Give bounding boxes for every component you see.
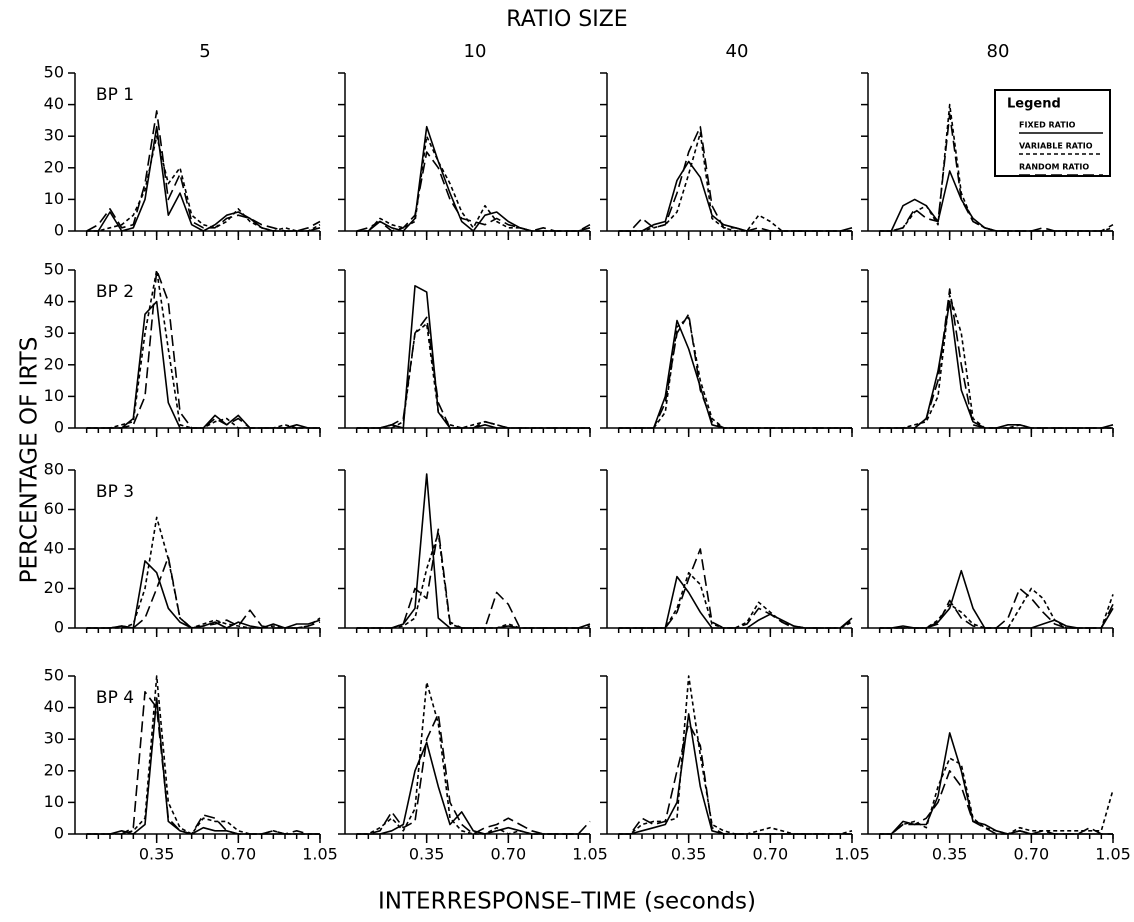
series-line [86, 556, 321, 629]
series-line [86, 269, 320, 429]
y-tick-label: 40 [44, 539, 64, 558]
x-tick-label: 0.35 [671, 845, 707, 864]
series-line [618, 575, 853, 629]
series-line [356, 532, 590, 629]
series-line [356, 135, 590, 232]
series-line [356, 473, 591, 629]
series-line [356, 285, 590, 429]
series-line [356, 125, 591, 232]
series-line [879, 757, 1114, 835]
x-tick-label: 0.70 [1014, 845, 1050, 864]
series-line [86, 691, 320, 835]
series-line [86, 135, 321, 232]
y-tick-label: 0 [54, 418, 64, 437]
series-line [86, 697, 320, 835]
y-tick-label: 20 [44, 157, 64, 176]
y-tick-label: 20 [44, 354, 64, 373]
x-tick-label: 1.05 [572, 845, 608, 864]
x-tick-label: 1.05 [1095, 845, 1131, 864]
y-tick-label: 40 [44, 291, 64, 310]
series-line [356, 322, 590, 429]
x-tick-label: 0.70 [753, 845, 789, 864]
y-tick-label: 80 [44, 460, 64, 479]
y-axis-label: PERCENTAGE OF IRTS [17, 337, 43, 584]
y-tick-label: 40 [44, 697, 64, 716]
x-tick-label: 1.05 [834, 845, 870, 864]
series-line [86, 125, 321, 232]
column-label: 10 [464, 41, 487, 62]
series-line [879, 587, 1114, 629]
y-tick-label: 50 [44, 260, 64, 279]
y-tick-label: 20 [44, 578, 64, 597]
series-line [879, 569, 1114, 629]
x-tick-label: 0.35 [409, 845, 445, 864]
legend-label: VARIABLE RATIO [1019, 142, 1093, 151]
y-tick-label: 40 [44, 94, 64, 113]
y-tick-label: 30 [44, 323, 64, 342]
series-line [618, 548, 853, 629]
series-line [879, 294, 1113, 429]
x-tick-label: 0.70 [491, 845, 527, 864]
series-line [618, 313, 852, 429]
x-axis-label: INTERRESPONSE–TIME (seconds) [378, 889, 756, 915]
legend-title: Legend [1007, 97, 1061, 112]
y-tick-label: 0 [54, 618, 64, 637]
series-line [356, 741, 590, 835]
y-tick-label: 50 [44, 63, 64, 82]
series-line [879, 300, 1114, 429]
x-tick-label: 1.05 [302, 845, 338, 864]
series-line [356, 528, 591, 629]
y-tick-label: 50 [44, 666, 64, 685]
series-line [618, 722, 852, 835]
series-line [86, 110, 321, 232]
series-line [879, 113, 1114, 232]
series-line [356, 316, 590, 429]
series-line [618, 713, 852, 835]
legend-label: RANDOM RATIO [1019, 163, 1089, 172]
series-line [618, 132, 852, 232]
series-line [86, 560, 321, 629]
series-line [879, 170, 1113, 232]
y-tick-label: 0 [54, 824, 64, 843]
series-line [618, 125, 852, 232]
series-line [879, 103, 1114, 232]
column-label: 80 [987, 41, 1010, 62]
row-label: BP 4 [96, 688, 134, 708]
row-label: BP 1 [96, 85, 134, 105]
series-line [86, 300, 320, 429]
y-tick-label: 30 [44, 729, 64, 748]
series-line [86, 516, 321, 629]
row-label: BP 2 [96, 282, 134, 302]
series-line [86, 269, 320, 429]
column-label: 5 [199, 41, 210, 62]
y-tick-label: 0 [54, 221, 64, 240]
x-tick-label: 0.35 [932, 845, 968, 864]
series-line [356, 151, 591, 232]
series-line [618, 319, 852, 429]
y-tick-label: 10 [44, 792, 64, 811]
column-label: 40 [726, 41, 749, 62]
series-line [356, 681, 590, 835]
series-line [618, 316, 852, 429]
y-tick-label: 10 [44, 189, 64, 208]
series-line [879, 587, 1114, 629]
figure-title: RATIO SIZE [506, 7, 627, 32]
series-line [879, 770, 1113, 835]
row-label: BP 3 [96, 482, 134, 502]
x-tick-label: 0.35 [139, 845, 175, 864]
y-tick-label: 30 [44, 126, 64, 145]
series-line [879, 732, 1113, 835]
series-line [356, 713, 591, 835]
legend-label: FIXED RATIO [1019, 121, 1076, 130]
series-line [618, 160, 853, 232]
y-tick-label: 20 [44, 760, 64, 779]
y-tick-label: 60 [44, 499, 64, 518]
y-tick-label: 10 [44, 386, 64, 405]
series-line [618, 571, 853, 629]
series-line [879, 288, 1113, 429]
series-line [618, 675, 853, 835]
x-tick-label: 0.70 [221, 845, 257, 864]
